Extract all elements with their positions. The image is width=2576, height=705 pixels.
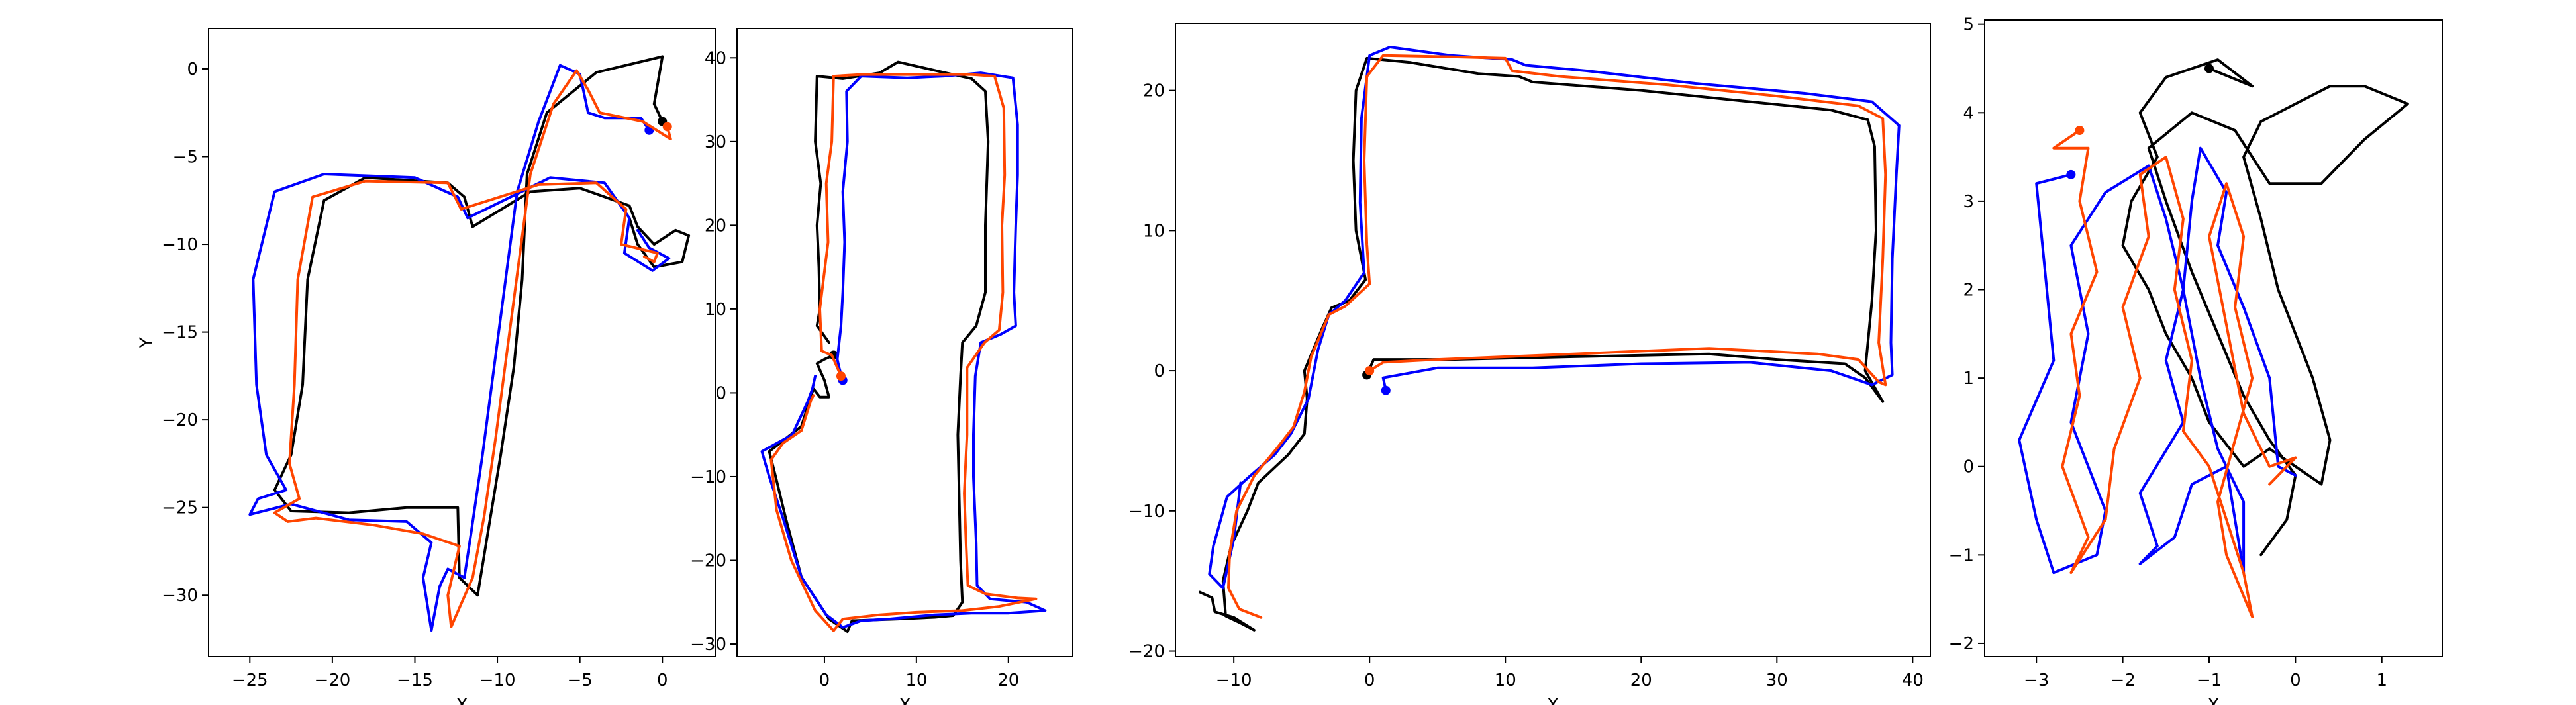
y-tick-label: 10 xyxy=(1143,221,1165,241)
x-tick-label: −10 xyxy=(479,671,516,690)
series-line-4-1 xyxy=(2121,58,2409,557)
y-tick-label: 20 xyxy=(705,216,726,236)
y-tick-label: −20 xyxy=(162,410,198,430)
x-tick-label: 30 xyxy=(1766,671,1788,690)
y-tick-label: 3 xyxy=(1963,192,1974,212)
y-tick-label: 0 xyxy=(1154,361,1165,381)
y-tick-label: 40 xyxy=(705,48,726,68)
y-tick-label: −25 xyxy=(162,498,198,518)
series-line-3-1 xyxy=(1198,56,1885,632)
series-line-2-2 xyxy=(760,71,1047,629)
x-tick-label: 40 xyxy=(1902,671,1924,690)
chart-panel-3: −10 0 10 20 30 40 20 10 0 −10 −20 X xyxy=(1128,23,1931,705)
y-tick-label: 0 xyxy=(187,60,198,79)
x-tick-label: −2 xyxy=(2110,671,2135,690)
x-tick-label: 20 xyxy=(997,671,1019,690)
x-axis-label: X xyxy=(1547,695,1560,705)
y-tick-label: 30 xyxy=(705,132,726,152)
chart-panel-2: 0 10 20 40 30 20 10 0 −10 −20 −30 X xyxy=(690,28,1073,705)
y-tick-label: 1 xyxy=(1963,369,1974,389)
y-tick-label: −1 xyxy=(1949,545,1974,565)
x-tick-label: −3 xyxy=(2024,671,2049,690)
y-tick-label: −15 xyxy=(162,323,198,343)
series-line-2-1 xyxy=(768,60,990,633)
series-start-point-4-3 xyxy=(2075,126,2085,136)
y-tick-label: −20 xyxy=(690,551,726,571)
x-tick-label: 0 xyxy=(819,671,830,690)
y-tick-label: −10 xyxy=(690,467,726,487)
y-tick-label: −20 xyxy=(1128,642,1165,662)
y-tick-label: −5 xyxy=(173,148,198,167)
y-tick-label: −10 xyxy=(162,235,198,255)
x-tick-label: 10 xyxy=(1495,671,1516,690)
y-axis-label: Y xyxy=(136,337,157,349)
x-tick-label: −20 xyxy=(314,671,350,690)
series-start-point-4-1 xyxy=(2204,64,2214,73)
series-start-point-1-3 xyxy=(662,122,672,132)
series-line-2-3 xyxy=(769,73,1038,632)
x-axis-label: X xyxy=(456,695,468,705)
series-line-4-2 xyxy=(2018,146,2297,575)
y-tick-label: 0 xyxy=(1963,457,1974,477)
x-tick-label: 10 xyxy=(905,671,927,690)
x-tick-label: 0 xyxy=(1364,671,1375,690)
y-tick-label: 4 xyxy=(1963,103,1974,123)
series-start-point-4-2 xyxy=(2066,169,2076,179)
axes-frame-3 xyxy=(1175,23,1931,657)
x-axis-label: X xyxy=(2207,695,2220,705)
series-line-1-2 xyxy=(248,64,671,632)
y-tick-label: −30 xyxy=(162,586,198,606)
y-tick-label: −10 xyxy=(1128,502,1165,522)
x-tick-label: −25 xyxy=(232,671,268,690)
y-tick-label: 2 xyxy=(1963,281,1974,301)
y-tick-label: −30 xyxy=(690,635,726,655)
chart-panel-1: −25 −20 −15 −10 −5 0 0 −5 −10 −15 −20 −25 −30 X Y xyxy=(136,28,716,705)
series-start-point-3-3 xyxy=(1365,366,1375,376)
x-tick-label: 1 xyxy=(2376,671,2387,690)
x-tick-label: −5 xyxy=(568,671,593,690)
x-tick-label: −15 xyxy=(397,671,433,690)
axes-frame-4 xyxy=(1984,19,2443,657)
x-tick-label: 0 xyxy=(657,671,668,690)
x-axis-label: X xyxy=(899,695,911,705)
series-start-point-2-1 xyxy=(828,350,838,360)
y-tick-label: 0 xyxy=(715,383,726,403)
y-tick-label: 10 xyxy=(705,300,726,320)
y-tick-label: 5 xyxy=(1963,15,1974,35)
series-start-point-2-3 xyxy=(836,371,846,381)
x-tick-label: 0 xyxy=(2290,671,2301,690)
y-tick-label: −2 xyxy=(1949,634,1974,654)
axes-frame-2 xyxy=(736,28,1073,657)
series-line-3-3 xyxy=(1227,54,1887,619)
series-line-1-1 xyxy=(273,55,691,597)
series-line-1-3 xyxy=(273,69,672,628)
series-line-4-3 xyxy=(2052,129,2297,618)
series-line-3-2 xyxy=(1208,46,1901,590)
x-tick-label: 20 xyxy=(1630,671,1652,690)
x-tick-label: −1 xyxy=(2197,671,2222,690)
x-tick-label: −10 xyxy=(1216,671,1252,690)
series-start-point-3-2 xyxy=(1381,385,1391,395)
axes-frame-1 xyxy=(208,28,716,657)
y-tick-label: 20 xyxy=(1143,81,1165,101)
chart-panel-4: −3 −2 −1 0 1 5 4 3 2 1 0 −1 −2 X xyxy=(1949,15,2443,705)
